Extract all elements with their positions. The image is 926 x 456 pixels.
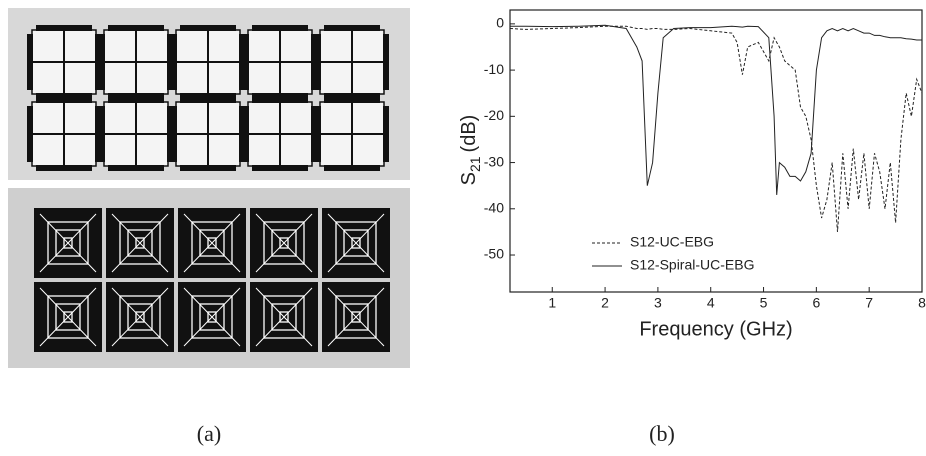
bar-edge — [108, 25, 164, 31]
bar-edge — [171, 34, 177, 90]
figure: (a) (b) Frequency (GHz) S21 (dB) 1 2 3 4 5 6 7 8… — [0, 0, 926, 456]
bar-edge — [324, 97, 380, 103]
bar-edge — [383, 34, 389, 90]
line-series — [510, 25, 922, 195]
bar-edge — [243, 34, 249, 90]
bar-edge — [99, 34, 105, 90]
y-tick-label: -50 — [484, 246, 504, 262]
x-tick-label: 1 — [548, 295, 556, 311]
plot-frame — [510, 10, 922, 292]
bar-edge — [36, 97, 92, 103]
x-tick-label: 5 — [760, 295, 768, 311]
bar-edge — [324, 165, 380, 171]
panel-label: (b) — [649, 421, 675, 446]
x-tick-label: 3 — [654, 295, 662, 311]
y-axis-title: S21 (dB) — [458, 115, 482, 186]
bar-edge — [252, 97, 308, 103]
bar-edge — [99, 106, 105, 162]
bar-edge — [315, 34, 321, 90]
bar-edge — [243, 106, 249, 162]
y-tick-label: -20 — [484, 107, 504, 123]
x-tick-label: 8 — [918, 295, 926, 311]
x-tick-label: 6 — [812, 295, 820, 311]
bar-edge — [108, 97, 164, 103]
bar-edge — [171, 106, 177, 162]
x-tick-label: 7 — [865, 295, 873, 311]
x-tick-label: 4 — [707, 295, 715, 311]
bar-edge — [252, 165, 308, 171]
x-tick-label: 2 — [601, 295, 609, 311]
bar-edge — [383, 106, 389, 162]
legend-label: S12-Spiral-UC-EBG — [630, 257, 754, 273]
y-tick-label: -10 — [484, 61, 504, 77]
bar-edge — [180, 97, 236, 103]
page: {"panel_labels": ["(a)", "(b)"], "chart_… — [0, 0, 926, 456]
y-tick-label: 0 — [496, 15, 504, 31]
bar-edge — [180, 165, 236, 171]
panel-label: (a) — [197, 421, 221, 446]
bar-edge — [36, 165, 92, 171]
x-axis-title: Frequency (GHz) — [639, 318, 792, 340]
y-tick-label: -40 — [484, 199, 504, 215]
bar-edge — [324, 25, 380, 31]
bar-edge — [36, 25, 92, 31]
bar-edge — [27, 106, 33, 162]
bar-edge — [27, 34, 33, 90]
y-axis-title-subscript: 21 — [467, 156, 483, 172]
bar-edge — [108, 165, 164, 171]
bar-edge — [315, 106, 321, 162]
line-series — [510, 26, 922, 232]
y-axis-title-main: S — [458, 172, 480, 185]
legend-label: S12-UC-EBG — [630, 234, 714, 250]
bar-edge — [180, 25, 236, 31]
bar-edge — [252, 25, 308, 31]
y-tick-label: -30 — [484, 153, 504, 169]
y-axis-title-unit: (dB) — [458, 115, 480, 153]
